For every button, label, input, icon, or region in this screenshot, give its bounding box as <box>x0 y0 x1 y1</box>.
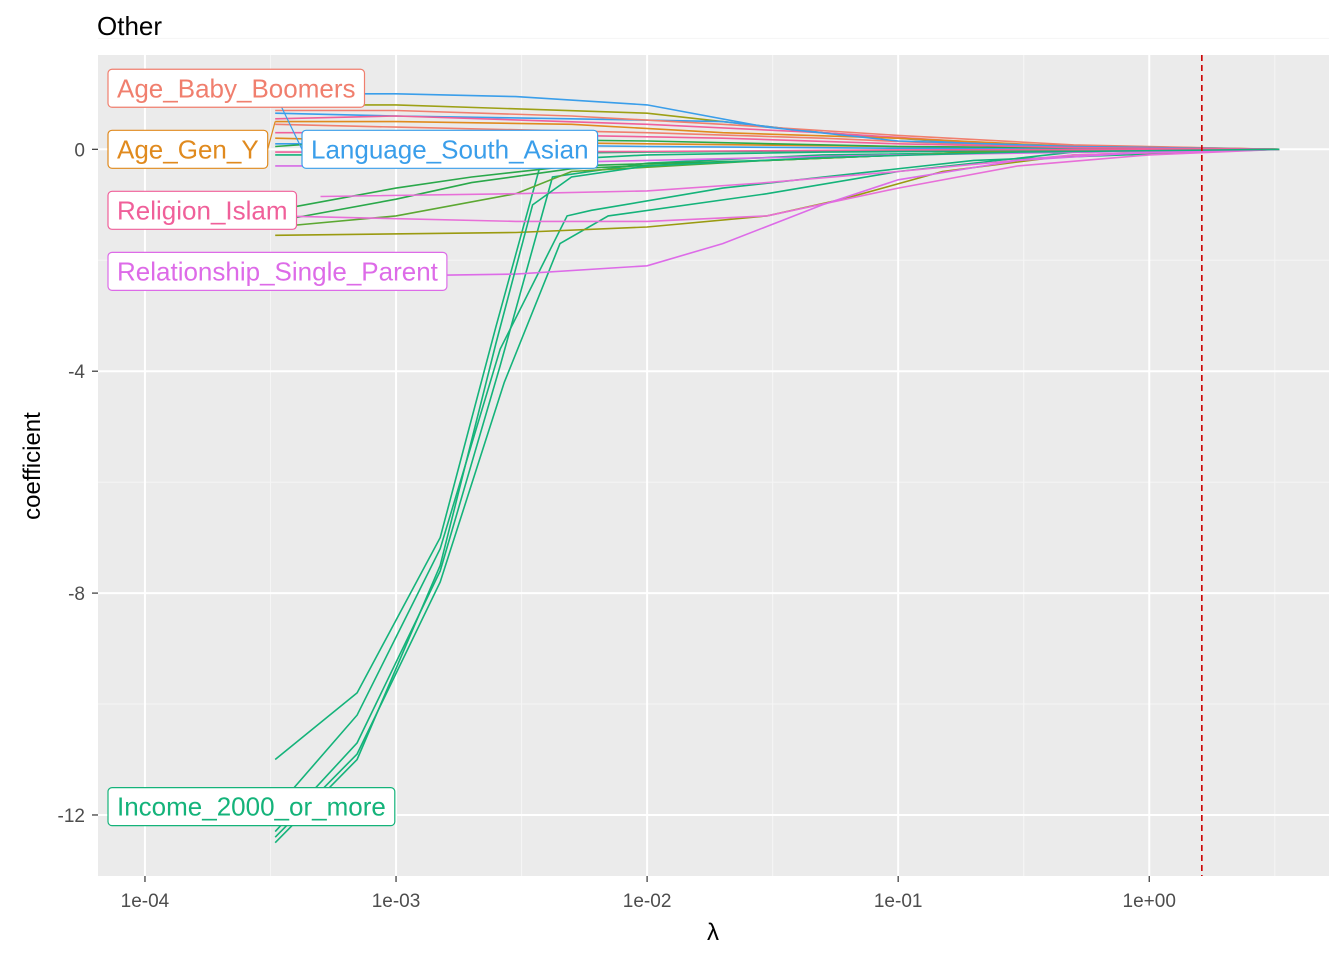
label-text: Age_Baby_Boomers <box>117 73 355 103</box>
label-text: Relationship_Single_Parent <box>117 256 439 286</box>
x-tick-label: 1e-03 <box>372 891 421 912</box>
coefficient-path-Age_Baby_Boomers <box>275 109 1280 151</box>
label-text: Religion_Islam <box>117 195 288 225</box>
label-connector <box>267 121 276 150</box>
coefficient-path-Language_South_Asian <box>275 93 1280 151</box>
label-Age_Baby_Boomers: Age_Baby_Boomers <box>107 68 366 108</box>
label-Age_Gen_Y: Age_Gen_Y <box>107 129 269 169</box>
label-Religion_Islam: Religion_Islam <box>107 190 298 230</box>
coefficient-path <box>274 148 1280 761</box>
coefficient-path <box>274 148 1280 833</box>
series-labels: Age_Baby_Boomers Age_Gen_Y Language_South_… <box>107 68 599 827</box>
y-tick-label: -4 <box>68 362 85 383</box>
plot-panel <box>98 55 1329 876</box>
chart-title: Other <box>97 11 162 41</box>
label-text: Income_2000_or_more <box>117 792 386 822</box>
label-text: Language_South_Asian <box>311 134 589 164</box>
x-axis-title: λ <box>707 919 719 946</box>
label-text: Age_Gen_Y <box>117 134 259 164</box>
y-axis-ticks: 0 -4 -8 -12 <box>58 140 98 827</box>
x-axis-ticks: 1e-04 1e-03 1e-02 1e-01 1e+00 <box>121 876 1176 912</box>
coefficient-path-Relationship_Single_Parent <box>320 148 1280 278</box>
x-tick-label: 1e+00 <box>1123 891 1176 912</box>
x-tick-label: 1e-01 <box>874 891 923 912</box>
y-axis-title: coefficient <box>19 412 46 520</box>
x-tick-label: 1e-04 <box>121 891 170 912</box>
y-tick-label: -8 <box>68 584 85 605</box>
y-tick-label: 0 <box>74 140 85 161</box>
coefficient-path <box>275 148 1280 228</box>
label-Income_2000_or_more: Income_2000_or_more <box>107 787 396 827</box>
coefficient-path <box>274 148 1280 810</box>
label-Language_South_Asian: Language_South_Asian <box>301 129 599 169</box>
label-Relationship_Single_Parent: Relationship_Single_Parent <box>107 251 448 291</box>
coefficient-path-Income_2000_or_more <box>274 148 1280 844</box>
x-tick-label: 1e-02 <box>623 891 672 912</box>
coefficient-path <box>320 148 1280 198</box>
y-tick-label: -12 <box>58 806 85 827</box>
